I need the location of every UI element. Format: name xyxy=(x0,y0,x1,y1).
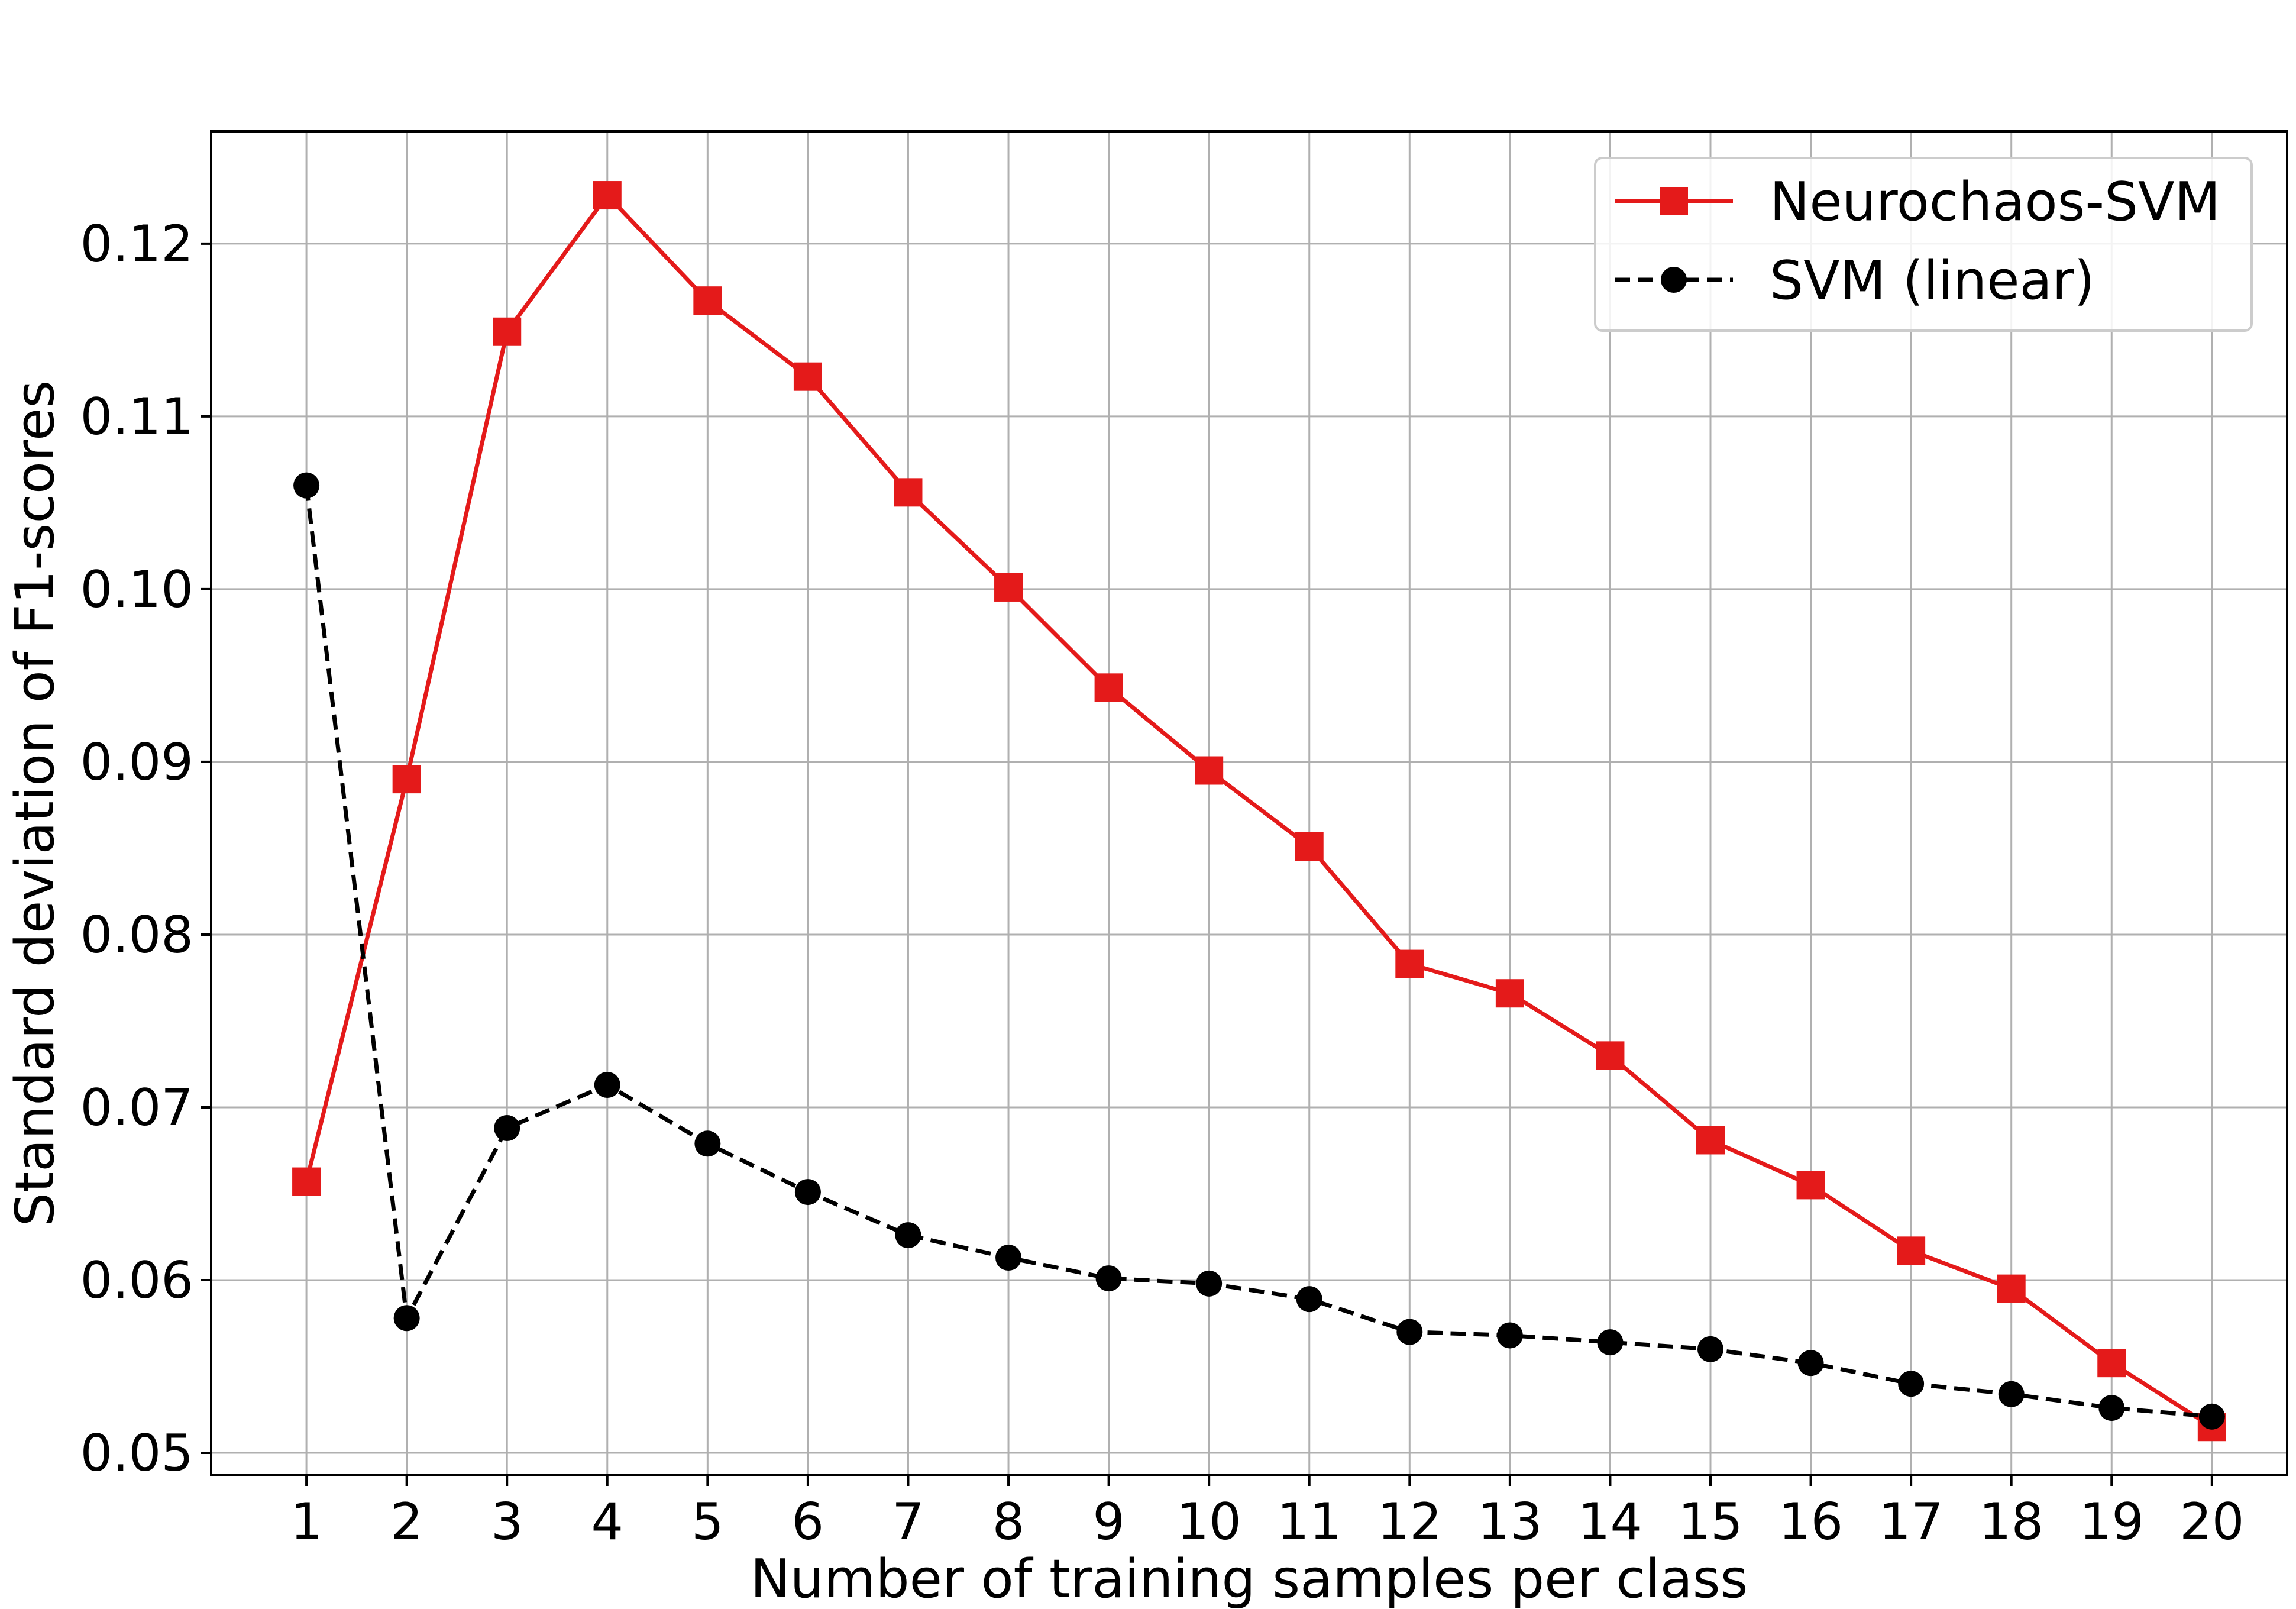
legend: Neurochaos-SVM SVM (linear) xyxy=(1594,157,2253,332)
data-point-circle xyxy=(1396,1319,1423,1345)
data-point-square xyxy=(2097,1349,2126,1378)
y-axis-label: Standard deviation of F1-scores xyxy=(4,380,66,1227)
grid-lines xyxy=(211,131,2287,1475)
legend-label-svm-linear: SVM (linear) xyxy=(1770,250,2095,312)
data-point-circle xyxy=(293,472,320,499)
data-point-circle xyxy=(1797,1350,1824,1377)
data-point-circle xyxy=(995,1245,1022,1271)
data-point-circle xyxy=(1597,1329,1624,1356)
series-line-neurochaos-svm xyxy=(304,193,2213,1429)
data-point-circle xyxy=(1697,1336,1723,1362)
legend-box xyxy=(1594,157,2253,332)
data-point-square xyxy=(693,286,722,315)
x-axis-label: Number of training samples per class xyxy=(750,1548,1748,1609)
data-point-circle xyxy=(694,1130,721,1157)
series-svm-linear xyxy=(293,472,2225,1430)
x-tick-label: 19 xyxy=(2080,1492,2144,1552)
x-tick-label: 10 xyxy=(1176,1492,1241,1552)
data-point-square xyxy=(1395,949,1424,978)
data-point-square xyxy=(1596,1041,1625,1070)
x-tick-label: 3 xyxy=(491,1492,523,1552)
y-axis: 0.05 0.06 0.07 0.08 0.09 0.10 0.11 0.12 xyxy=(80,215,211,1483)
x-axis: 1 2 3 4 5 6 7 8 9 10 11 12 13 14 15 16 17 18 19 20 xyxy=(290,1475,2245,1552)
data-point-square xyxy=(1195,756,1224,785)
data-point-square xyxy=(493,317,522,346)
data-point-circle xyxy=(393,1305,420,1332)
x-tick-label: 13 xyxy=(1477,1492,1542,1552)
legend-label-neurochaos-svm: Neurochaos-SVM xyxy=(1770,171,2220,233)
data-point-square xyxy=(994,573,1023,602)
x-tick-label: 1 xyxy=(290,1492,323,1552)
series-layer xyxy=(292,181,2226,1442)
data-point-circle xyxy=(1296,1286,1322,1313)
y-tick-label: 0.07 xyxy=(80,1078,193,1138)
x-tick-label: 18 xyxy=(1979,1492,2043,1552)
x-tick-label: 12 xyxy=(1377,1492,1442,1552)
legend-marker-square xyxy=(1660,187,1688,215)
x-tick-label: 17 xyxy=(1878,1492,1943,1552)
data-point-square xyxy=(894,478,923,507)
x-tick-label: 11 xyxy=(1277,1492,1341,1552)
x-tick-label: 4 xyxy=(591,1492,623,1552)
data-point-square xyxy=(1796,1171,1825,1200)
data-point-circle xyxy=(594,1072,620,1098)
x-tick-label: 6 xyxy=(792,1492,824,1552)
legend-item-svm-linear: SVM (linear) xyxy=(1615,250,2095,312)
data-point-circle xyxy=(1496,1322,1523,1349)
data-point-circle xyxy=(494,1115,520,1142)
data-point-circle xyxy=(1196,1270,1223,1297)
y-tick-label: 0.09 xyxy=(80,733,193,792)
data-point-circle xyxy=(1898,1371,1925,1397)
data-point-square xyxy=(1094,673,1123,702)
data-point-square xyxy=(392,765,421,794)
y-tick-label: 0.12 xyxy=(80,215,193,274)
data-point-circle xyxy=(1998,1381,2025,1407)
y-tick-label: 0.11 xyxy=(80,387,193,447)
data-point-square xyxy=(1696,1126,1725,1155)
data-point-circle xyxy=(2198,1403,2225,1430)
x-tick-label: 9 xyxy=(1092,1492,1125,1552)
x-tick-label: 8 xyxy=(992,1492,1025,1552)
data-point-circle xyxy=(2098,1395,2125,1421)
data-point-square xyxy=(292,1167,321,1196)
legend-marker-circle xyxy=(1661,267,1687,293)
y-tick-label: 0.10 xyxy=(80,560,193,619)
series-neurochaos-svm xyxy=(292,181,2226,1442)
data-point-square xyxy=(1295,832,1324,861)
x-tick-label: 20 xyxy=(2179,1492,2244,1552)
plot-frame xyxy=(210,130,2288,1476)
y-tick-label: 0.05 xyxy=(80,1424,193,1483)
x-tick-label: 2 xyxy=(390,1492,423,1552)
x-tick-label: 15 xyxy=(1678,1492,1742,1552)
data-point-circle xyxy=(895,1222,921,1249)
y-tick-label: 0.06 xyxy=(80,1251,193,1310)
series-line-svm-linear xyxy=(304,485,2213,1419)
data-point-square xyxy=(793,362,822,391)
legend-item-neurochaos-svm: Neurochaos-SVM xyxy=(1615,171,2220,233)
data-point-square xyxy=(1897,1236,1926,1265)
x-tick-label: 16 xyxy=(1778,1492,1843,1552)
y-tick-label: 0.08 xyxy=(80,906,193,965)
data-point-square xyxy=(1997,1274,2026,1303)
data-point-circle xyxy=(1095,1265,1122,1292)
x-tick-label: 14 xyxy=(1578,1492,1642,1552)
x-tick-label: 5 xyxy=(691,1492,724,1552)
data-point-square xyxy=(1495,979,1524,1008)
data-point-circle xyxy=(794,1179,821,1206)
data-point-square xyxy=(593,181,622,210)
x-tick-label: 7 xyxy=(892,1492,924,1552)
